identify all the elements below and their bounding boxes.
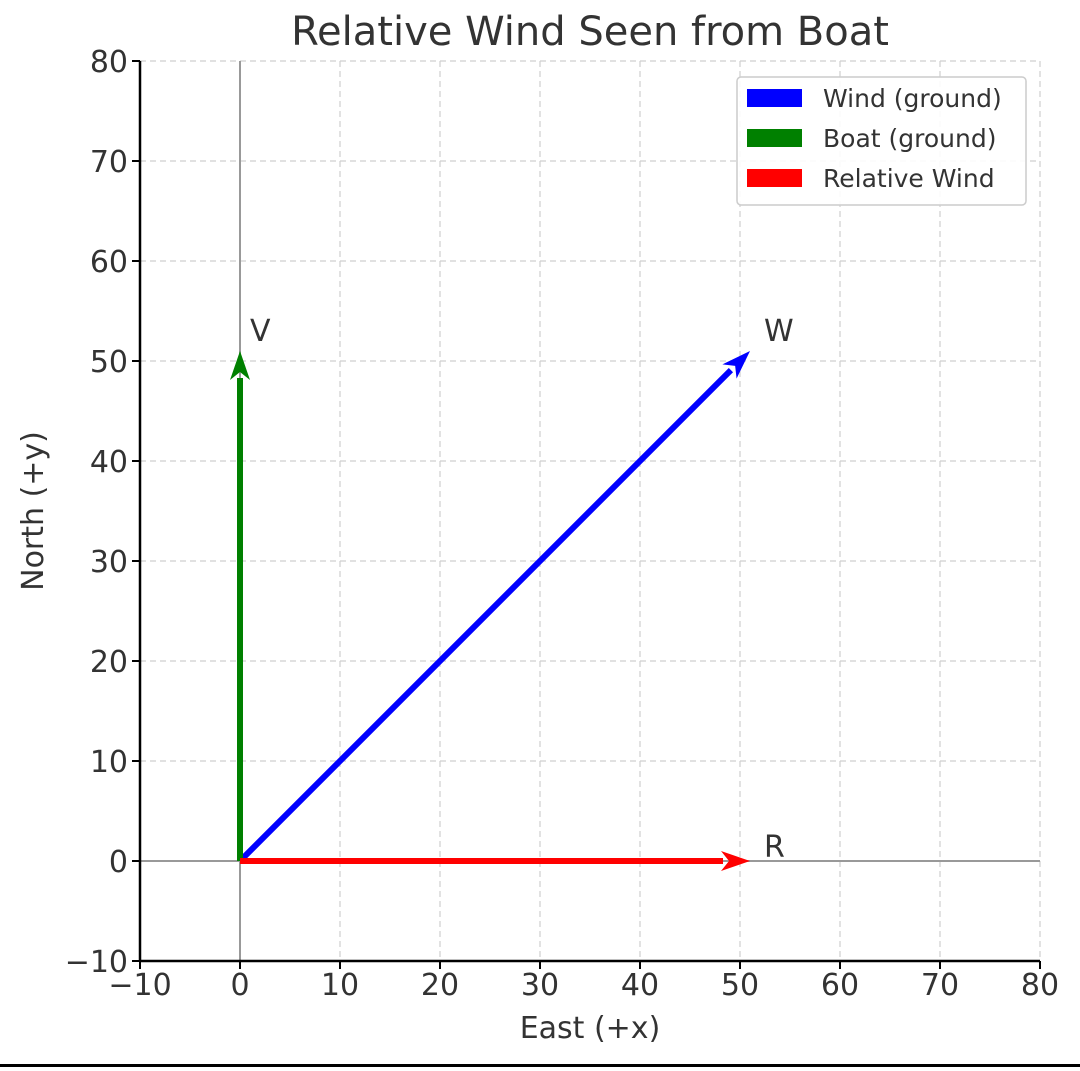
legend: Wind (ground) Boat (ground) Relative Wind — [736, 76, 1027, 206]
y-tick-label: 50 — [90, 345, 128, 380]
legend-swatch — [747, 89, 802, 107]
vector-arrowhead — [721, 851, 750, 871]
legend-label: Relative Wind — [823, 164, 995, 193]
y-tick-label: −10 — [65, 945, 128, 980]
x-tick-label: 20 — [421, 968, 459, 1003]
bottom-divider — [0, 1064, 1080, 1067]
x-tick-label: −10 — [108, 968, 171, 1003]
legend-item-relative-wind: Relative Wind — [747, 164, 995, 193]
y-tick-label: 30 — [90, 545, 128, 580]
vector-shaft — [237, 367, 734, 864]
legend-item-wind-ground: Wind (ground) — [747, 84, 1002, 113]
x-tick-label: 70 — [921, 968, 959, 1003]
legend-swatch — [747, 169, 802, 187]
vector-label: W — [764, 314, 794, 349]
y-tick-label: 60 — [90, 245, 128, 280]
y-axis-label: North (+y) — [16, 431, 51, 591]
y-tick-label: 0 — [109, 845, 128, 880]
vector-arrowhead — [230, 351, 250, 380]
vector-label: R — [764, 830, 785, 865]
ticks: −10 0 10 20 30 40 50 60 70 80 −10 0 10 20 30 40 50 60 70 80 — [65, 45, 1059, 1003]
x-tick-label: 40 — [621, 968, 659, 1003]
legend-label: Boat (ground) — [823, 124, 996, 153]
vector-label: V — [250, 314, 271, 349]
legend-frame — [736, 76, 1027, 206]
legend-item-boat-ground: Boat (ground) — [747, 124, 996, 153]
vector-arrowhead — [722, 351, 750, 379]
x-tick-label: 10 — [321, 968, 359, 1003]
y-tick-label: 80 — [90, 45, 128, 80]
y-tick-label: 40 — [90, 445, 128, 480]
x-axis-label: East (+x) — [520, 1011, 661, 1046]
x-tick-label: 80 — [1021, 968, 1059, 1003]
legend-label: Wind (ground) — [823, 84, 1002, 113]
x-tick-label: 0 — [230, 968, 249, 1003]
axes-frame — [138, 61, 1040, 963]
y-tick-label: 10 — [90, 745, 128, 780]
x-tick-label: 60 — [821, 968, 859, 1003]
legend-swatch — [747, 129, 802, 147]
vector-wind-ground: W — [237, 314, 794, 864]
vector-relative-wind: R — [240, 830, 785, 871]
vector-boat-ground: V — [230, 314, 271, 861]
x-tick-label: 30 — [521, 968, 559, 1003]
vectors: W V R — [230, 314, 794, 871]
y-tick-label: 70 — [90, 145, 128, 180]
x-tick-label: 50 — [721, 968, 759, 1003]
chart-title: Relative Wind Seen from Boat — [291, 9, 889, 55]
y-tick-label: 20 — [90, 645, 128, 680]
